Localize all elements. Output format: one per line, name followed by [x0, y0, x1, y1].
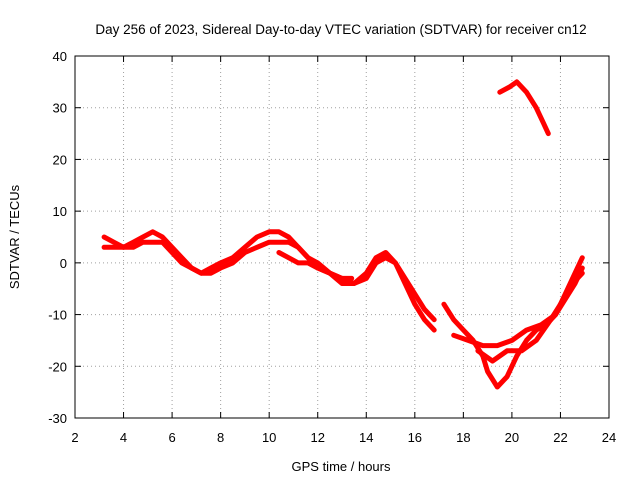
x-tick-labels: 2 4 6 8 10 12 14 16 18 20 22 24: [71, 430, 616, 445]
y-tick-label: -20: [48, 359, 67, 374]
x-tick-label: 4: [120, 430, 127, 445]
x-tick-label: 20: [505, 430, 519, 445]
y-tick-label: 0: [60, 256, 67, 271]
x-tick-label: 2: [71, 430, 78, 445]
y-tick-label: -10: [48, 308, 67, 323]
series-line-track-c: [276, 250, 355, 281]
x-tick-label: 10: [262, 430, 276, 445]
x-tick-label: 22: [553, 430, 567, 445]
y-tick-label: 30: [53, 101, 67, 116]
series-line-track-f: [475, 270, 585, 364]
x-axis-label: GPS time / hours: [292, 459, 391, 474]
plot-frame: [74, 55, 610, 419]
y-tick-label: 10: [53, 204, 67, 219]
x-tick-label: 16: [408, 430, 422, 445]
series-line-track-g: [497, 79, 551, 137]
series-layer: [101, 79, 585, 390]
y-axis-label: SDTVAR / TECUs: [7, 184, 22, 289]
series-line-track-a: [101, 229, 437, 323]
grid: [75, 56, 609, 418]
x-tick-label: 12: [310, 430, 324, 445]
x-tick-label: 24: [602, 430, 616, 445]
series-line-track-b: [101, 239, 437, 333]
y-tick-label: -30: [48, 411, 67, 426]
y-tick-label: 20: [53, 152, 67, 167]
y-tick-label: 40: [53, 49, 67, 64]
chart-title: Day 256 of 2023, Sidereal Day-to-day VTE…: [95, 22, 586, 37]
x-tick-label: 6: [168, 430, 175, 445]
ticks: [74, 55, 610, 419]
x-tick-label: 14: [359, 430, 373, 445]
y-tick-labels: -30 -20 -10 0 10 20 30 40: [48, 49, 67, 426]
x-tick-label: 18: [456, 430, 470, 445]
x-tick-label: 8: [217, 430, 224, 445]
